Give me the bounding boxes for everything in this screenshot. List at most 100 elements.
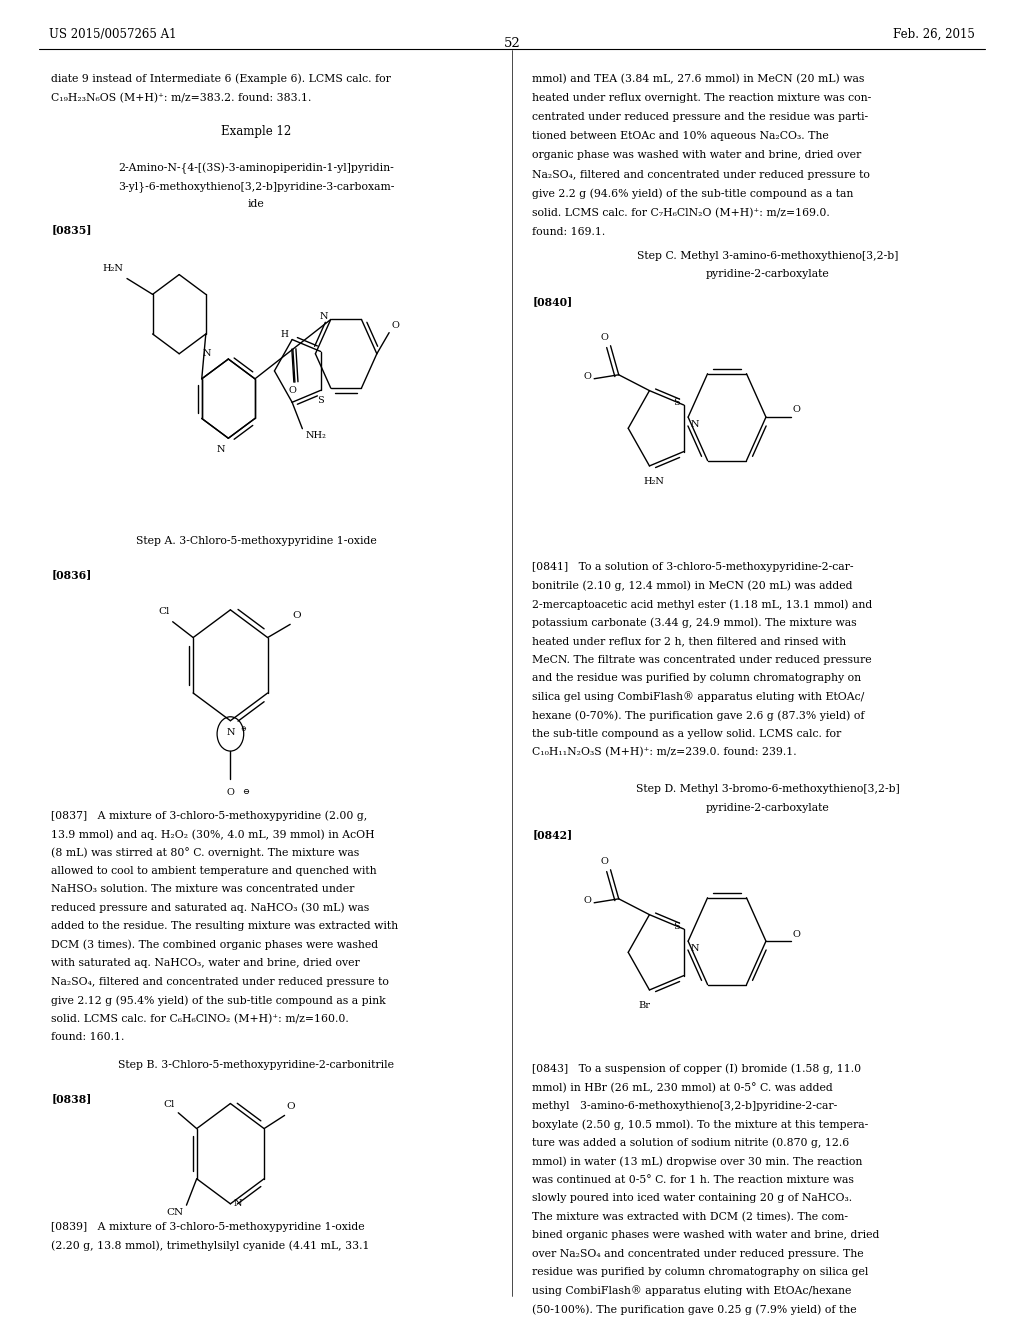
- Text: O: O: [287, 1102, 295, 1111]
- Text: H₂N: H₂N: [643, 477, 665, 486]
- Text: O: O: [289, 387, 297, 395]
- Text: (2.20 g, 13.8 mmol), trimethylsilyl cyanide (4.41 mL, 33.1: (2.20 g, 13.8 mmol), trimethylsilyl cyan…: [51, 1241, 370, 1251]
- Text: Na₂SO₄, filtered and concentrated under reduced pressure to: Na₂SO₄, filtered and concentrated under …: [51, 977, 389, 987]
- Text: give 2.12 g (95.4% yield) of the sub-title compound as a pink: give 2.12 g (95.4% yield) of the sub-tit…: [51, 995, 386, 1006]
- Text: US 2015/0057265 A1: US 2015/0057265 A1: [49, 28, 177, 41]
- Text: N: N: [203, 350, 211, 358]
- Text: [0840]: [0840]: [532, 296, 572, 306]
- Text: pyridine-2-carboxylate: pyridine-2-carboxylate: [707, 269, 829, 280]
- Text: 52: 52: [504, 37, 520, 50]
- Text: Cl: Cl: [159, 607, 170, 616]
- Text: found: 160.1.: found: 160.1.: [51, 1032, 125, 1043]
- Text: C₁₉H₂₃N₆OS (M+H)⁺: m/z=383.2. found: 383.1.: C₁₉H₂₃N₆OS (M+H)⁺: m/z=383.2. found: 383…: [51, 92, 311, 103]
- Text: N: N: [233, 1200, 242, 1208]
- Text: The mixture was extracted with DCM (2 times). The com-: The mixture was extracted with DCM (2 ti…: [532, 1212, 849, 1222]
- Text: and the residue was purified by column chromatography on: and the residue was purified by column c…: [532, 673, 861, 684]
- Text: O: O: [292, 611, 301, 620]
- Text: potassium carbonate (3.44 g, 24.9 mmol). The mixture was: potassium carbonate (3.44 g, 24.9 mmol).…: [532, 618, 857, 628]
- Text: ⊖: ⊖: [242, 788, 249, 796]
- Text: (50-100%). The purification gave 0.25 g (7.9% yield) of the: (50-100%). The purification gave 0.25 g …: [532, 1304, 857, 1315]
- Text: O: O: [793, 929, 801, 939]
- Text: give 2.2 g (94.6% yield) of the sub-title compound as a tan: give 2.2 g (94.6% yield) of the sub-titl…: [532, 189, 854, 199]
- Text: mmol) in HBr (26 mL, 230 mmol) at 0-5° C. was added: mmol) in HBr (26 mL, 230 mmol) at 0-5° C…: [532, 1082, 834, 1093]
- Text: Step B. 3-Chloro-5-methoxypyridine-2-carbonitrile: Step B. 3-Chloro-5-methoxypyridine-2-car…: [118, 1060, 394, 1071]
- Text: O: O: [226, 788, 234, 797]
- Text: H: H: [281, 330, 289, 339]
- Text: mmol) in water (13 mL) dropwise over 30 min. The reaction: mmol) in water (13 mL) dropwise over 30 …: [532, 1156, 863, 1167]
- Text: H₂N: H₂N: [102, 264, 123, 273]
- Text: centrated under reduced pressure and the residue was parti-: centrated under reduced pressure and the…: [532, 112, 868, 123]
- Text: added to the residue. The resulting mixture was extracted with: added to the residue. The resulting mixt…: [51, 921, 398, 932]
- Text: O: O: [601, 333, 608, 342]
- Text: tioned between EtOAc and 10% aqueous Na₂CO₃. The: tioned between EtOAc and 10% aqueous Na₂…: [532, 132, 829, 141]
- Text: silica gel using CombiFlash® apparatus eluting with EtOAc/: silica gel using CombiFlash® apparatus e…: [532, 692, 864, 702]
- Text: residue was purified by column chromatography on silica gel: residue was purified by column chromatog…: [532, 1267, 868, 1278]
- Text: solid. LCMS calc. for C₆H₆ClNO₂ (M+H)⁺: m/z=160.0.: solid. LCMS calc. for C₆H₆ClNO₂ (M+H)⁺: …: [51, 1014, 349, 1024]
- Text: reduced pressure and saturated aq. NaHCO₃ (30 mL) was: reduced pressure and saturated aq. NaHCO…: [51, 903, 370, 913]
- Text: bined organic phases were washed with water and brine, dried: bined organic phases were washed with wa…: [532, 1230, 880, 1241]
- Text: 2-mercaptoacetic acid methyl ester (1.18 mL, 13.1 mmol) and: 2-mercaptoacetic acid methyl ester (1.18…: [532, 599, 872, 610]
- Text: O: O: [601, 857, 608, 866]
- Text: the sub-title compound as a yellow solid. LCMS calc. for: the sub-title compound as a yellow solid…: [532, 729, 842, 739]
- Text: N: N: [217, 445, 225, 454]
- Text: over Na₂SO₄ and concentrated under reduced pressure. The: over Na₂SO₄ and concentrated under reduc…: [532, 1249, 864, 1259]
- Text: 2-Amino-N-{4-[(3S)-3-aminopiperidin-1-yl]pyridin-: 2-Amino-N-{4-[(3S)-3-aminopiperidin-1-yl…: [118, 162, 394, 174]
- Text: [0837]   A mixture of 3-chloro-5-methoxypyridine (2.00 g,: [0837] A mixture of 3-chloro-5-methoxypy…: [51, 810, 368, 821]
- Text: Feb. 26, 2015: Feb. 26, 2015: [893, 28, 975, 41]
- Text: S: S: [317, 396, 325, 405]
- Text: pyridine-2-carboxylate: pyridine-2-carboxylate: [707, 803, 829, 813]
- Text: bonitrile (2.10 g, 12.4 mmol) in MeCN (20 mL) was added: bonitrile (2.10 g, 12.4 mmol) in MeCN (2…: [532, 581, 853, 591]
- Text: [0838]: [0838]: [51, 1093, 91, 1104]
- Text: found: 169.1.: found: 169.1.: [532, 227, 606, 238]
- Text: Step A. 3-Chloro-5-methoxypyridine 1-oxide: Step A. 3-Chloro-5-methoxypyridine 1-oxi…: [135, 536, 377, 546]
- Text: [0842]: [0842]: [532, 829, 572, 840]
- Text: 3-yl}-6-methoxythieno[3,2-b]pyridine-3-carboxam-: 3-yl}-6-methoxythieno[3,2-b]pyridine-3-c…: [118, 181, 394, 191]
- Text: using CombiFlash® apparatus eluting with EtOAc/hexane: using CombiFlash® apparatus eluting with…: [532, 1286, 852, 1296]
- Text: [0843]   To a suspension of copper (I) bromide (1.58 g, 11.0: [0843] To a suspension of copper (I) bro…: [532, 1064, 861, 1074]
- Text: methyl   3-amino-6-methoxythieno[3,2-b]pyridine-2-car-: methyl 3-amino-6-methoxythieno[3,2-b]pyr…: [532, 1101, 838, 1111]
- Text: Example 12: Example 12: [221, 125, 291, 139]
- Text: O: O: [793, 405, 801, 414]
- Text: N: N: [690, 944, 698, 953]
- Text: [0835]: [0835]: [51, 224, 92, 235]
- Text: Cl: Cl: [164, 1100, 175, 1109]
- Text: O: O: [391, 321, 399, 330]
- Text: O: O: [584, 372, 591, 380]
- Text: NH₂: NH₂: [305, 432, 327, 441]
- Text: C₁₀H₁₁N₂O₃S (M+H)⁺: m/z=239.0. found: 239.1.: C₁₀H₁₁N₂O₃S (M+H)⁺: m/z=239.0. found: 23…: [532, 747, 797, 758]
- Text: with saturated aq. NaHCO₃, water and brine, dried over: with saturated aq. NaHCO₃, water and bri…: [51, 958, 360, 969]
- Text: N: N: [226, 729, 234, 737]
- Text: [0836]: [0836]: [51, 569, 91, 579]
- Text: Step C. Methyl 3-amino-6-methoxythieno[3,2-b]: Step C. Methyl 3-amino-6-methoxythieno[3…: [637, 251, 899, 261]
- Text: diate 9 instead of Intermediate 6 (Example 6). LCMS calc. for: diate 9 instead of Intermediate 6 (Examp…: [51, 74, 391, 84]
- Text: N: N: [319, 313, 328, 321]
- Text: heated under reflux for 2 h, then filtered and rinsed with: heated under reflux for 2 h, then filter…: [532, 636, 847, 647]
- Text: DCM (3 times). The combined organic phases were washed: DCM (3 times). The combined organic phas…: [51, 940, 378, 950]
- Text: 13.9 mmol) and aq. H₂O₂ (30%, 4.0 mL, 39 mmol) in AcOH: 13.9 mmol) and aq. H₂O₂ (30%, 4.0 mL, 39…: [51, 829, 375, 840]
- Text: O: O: [584, 896, 591, 904]
- Text: Na₂SO₄, filtered and concentrated under reduced pressure to: Na₂SO₄, filtered and concentrated under …: [532, 169, 870, 180]
- Text: ture was added a solution of sodium nitrite (0.870 g, 12.6: ture was added a solution of sodium nitr…: [532, 1138, 850, 1148]
- Text: S: S: [673, 397, 680, 407]
- Text: slowly poured into iced water containing 20 g of NaHCO₃.: slowly poured into iced water containing…: [532, 1193, 853, 1204]
- Text: [0839]   A mixture of 3-chloro-5-methoxypyridine 1-oxide: [0839] A mixture of 3-chloro-5-methoxypy…: [51, 1222, 365, 1233]
- Text: NaHSO₃ solution. The mixture was concentrated under: NaHSO₃ solution. The mixture was concent…: [51, 884, 354, 895]
- Text: ide: ide: [248, 199, 264, 210]
- Text: was continued at 0-5° C. for 1 h. The reaction mixture was: was continued at 0-5° C. for 1 h. The re…: [532, 1175, 854, 1185]
- Text: heated under reflux overnight. The reaction mixture was con-: heated under reflux overnight. The react…: [532, 92, 871, 103]
- Text: ⊕: ⊕: [241, 725, 247, 733]
- Text: S: S: [673, 921, 680, 931]
- Text: allowed to cool to ambient temperature and quenched with: allowed to cool to ambient temperature a…: [51, 866, 377, 876]
- Text: mmol) and TEA (3.84 mL, 27.6 mmol) in MeCN (20 mL) was: mmol) and TEA (3.84 mL, 27.6 mmol) in Me…: [532, 74, 865, 84]
- Text: CN: CN: [166, 1208, 183, 1217]
- Text: solid. LCMS calc. for C₇H₆ClN₂O (M+H)⁺: m/z=169.0.: solid. LCMS calc. for C₇H₆ClN₂O (M+H)⁺: …: [532, 207, 830, 218]
- Text: Br: Br: [638, 1001, 650, 1010]
- Text: (8 mL) was stirred at 80° C. overnight. The mixture was: (8 mL) was stirred at 80° C. overnight. …: [51, 847, 359, 858]
- Text: hexane (0-70%). The purification gave 2.6 g (87.3% yield) of: hexane (0-70%). The purification gave 2.…: [532, 710, 865, 721]
- Text: MeCN. The filtrate was concentrated under reduced pressure: MeCN. The filtrate was concentrated unde…: [532, 655, 872, 665]
- Text: [0841]   To a solution of 3-chloro-5-methoxypyridine-2-car-: [0841] To a solution of 3-chloro-5-metho…: [532, 562, 854, 573]
- Text: boxylate (2.50 g, 10.5 mmol). To the mixture at this tempera-: boxylate (2.50 g, 10.5 mmol). To the mix…: [532, 1119, 868, 1130]
- Text: organic phase was washed with water and brine, dried over: organic phase was washed with water and …: [532, 150, 862, 161]
- Text: N: N: [690, 420, 698, 429]
- Text: Step D. Methyl 3-bromo-6-methoxythieno[3,2-b]: Step D. Methyl 3-bromo-6-methoxythieno[3…: [636, 784, 900, 795]
